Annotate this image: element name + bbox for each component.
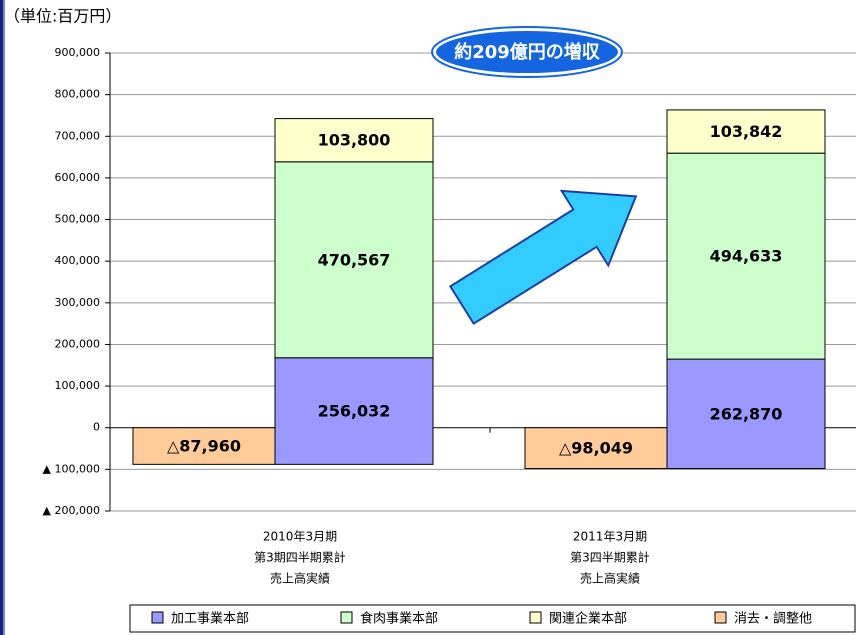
legend-label: 消去・調整他 — [734, 612, 812, 627]
left-border-inner — [3, 0, 5, 635]
x-tick-label: 第3期四半期累計 — [254, 550, 346, 565]
y-tick-label: ▲ 200,000 — [43, 504, 100, 517]
legend-label: 加工事業本部 — [171, 611, 249, 627]
value-label: 494,633 — [710, 247, 783, 266]
y-tick-label: 300,000 — [55, 296, 101, 309]
value-label: 262,870 — [710, 404, 783, 423]
bar-segment — [274, 161, 434, 359]
legend-label: 関連企業本部 — [549, 611, 627, 627]
y-tick-label: 100,000 — [55, 379, 101, 392]
bar-segment — [666, 109, 826, 154]
bar-segment — [274, 357, 434, 465]
legend-swatch — [529, 611, 542, 624]
x-tick-label: 売上高実績 — [270, 571, 330, 586]
x-tick-label: 2011年3月期 — [573, 530, 647, 544]
x-tick-label: 第3四半期累計 — [570, 550, 650, 565]
annotation-oval-outline — [431, 26, 623, 78]
bar-segment — [274, 118, 434, 163]
y-tick-label: 500,000 — [55, 213, 101, 226]
legend-swatch — [340, 611, 353, 624]
value-label: 103,800 — [318, 131, 391, 150]
annotation-oval — [434, 29, 620, 75]
bar-segment — [132, 427, 276, 465]
x-tick-label: 2010年3月期 — [263, 530, 337, 544]
bar-segment — [666, 152, 826, 360]
legend — [129, 604, 856, 633]
y-tick-label: 600,000 — [55, 171, 101, 184]
y-tick-label: 900,000 — [55, 46, 101, 59]
x-tick-label: 売上高実績 — [580, 571, 640, 586]
value-label: 103,842 — [710, 122, 783, 141]
legend-label: 食肉事業本部 — [360, 611, 438, 627]
plot: ▲ 200,000 ▲ 100,000 0 100,000 200,000 300,000… — [43, 46, 856, 586]
left-border — [0, 0, 3, 635]
legend-swatch — [714, 611, 727, 624]
value-label: △98,049 — [559, 439, 633, 458]
y-tick-label: 400,000 — [55, 254, 101, 267]
bar-segment — [524, 427, 668, 470]
value-label: 470,567 — [318, 250, 391, 269]
y-tick-label: 700,000 — [55, 129, 101, 142]
value-label: 256,032 — [318, 402, 391, 421]
y-tick-label: 800,000 — [55, 88, 101, 101]
bar-segment — [666, 358, 826, 470]
y-tick-label: ▲ 100,000 — [43, 462, 100, 475]
y-tick-label: 200,000 — [55, 337, 101, 350]
value-label: △87,960 — [167, 437, 241, 456]
y-tick-label: 0 — [93, 421, 100, 434]
unit-label: （単位:百万円） — [4, 7, 121, 26]
increase-arrow — [448, 189, 638, 326]
legend-swatch — [151, 611, 164, 624]
annotation: 約209億円の増収 — [454, 41, 601, 63]
